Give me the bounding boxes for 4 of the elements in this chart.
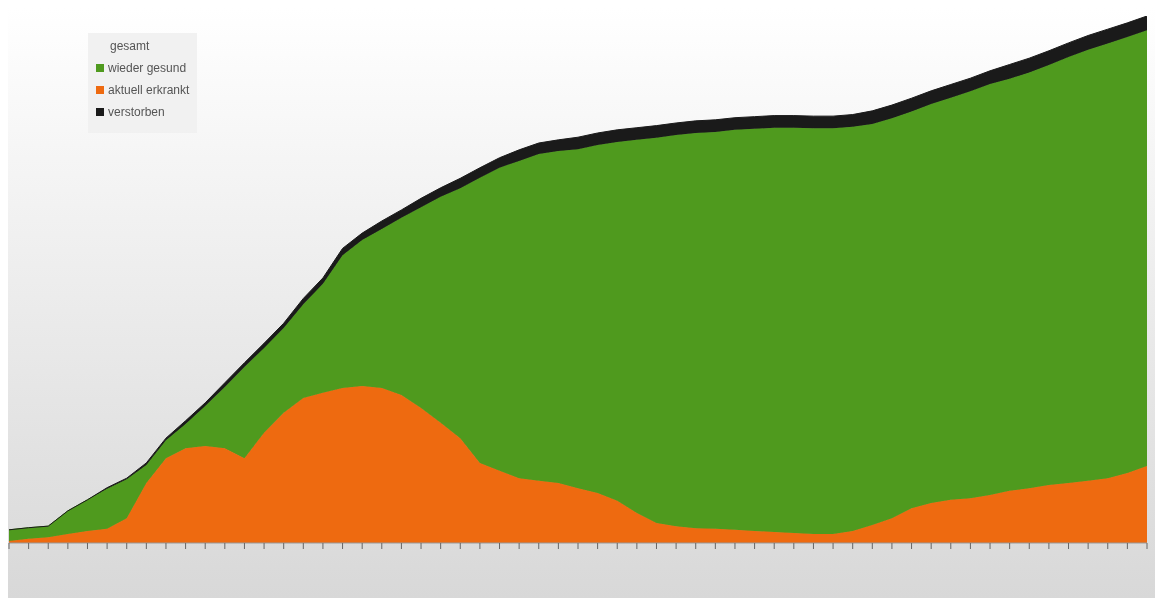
legend-title: gesamt	[110, 39, 151, 53]
legend-label: verstorben	[108, 105, 165, 119]
legend-label: aktuell erkrankt	[108, 83, 190, 97]
legend-label: wieder gesund	[108, 61, 187, 75]
